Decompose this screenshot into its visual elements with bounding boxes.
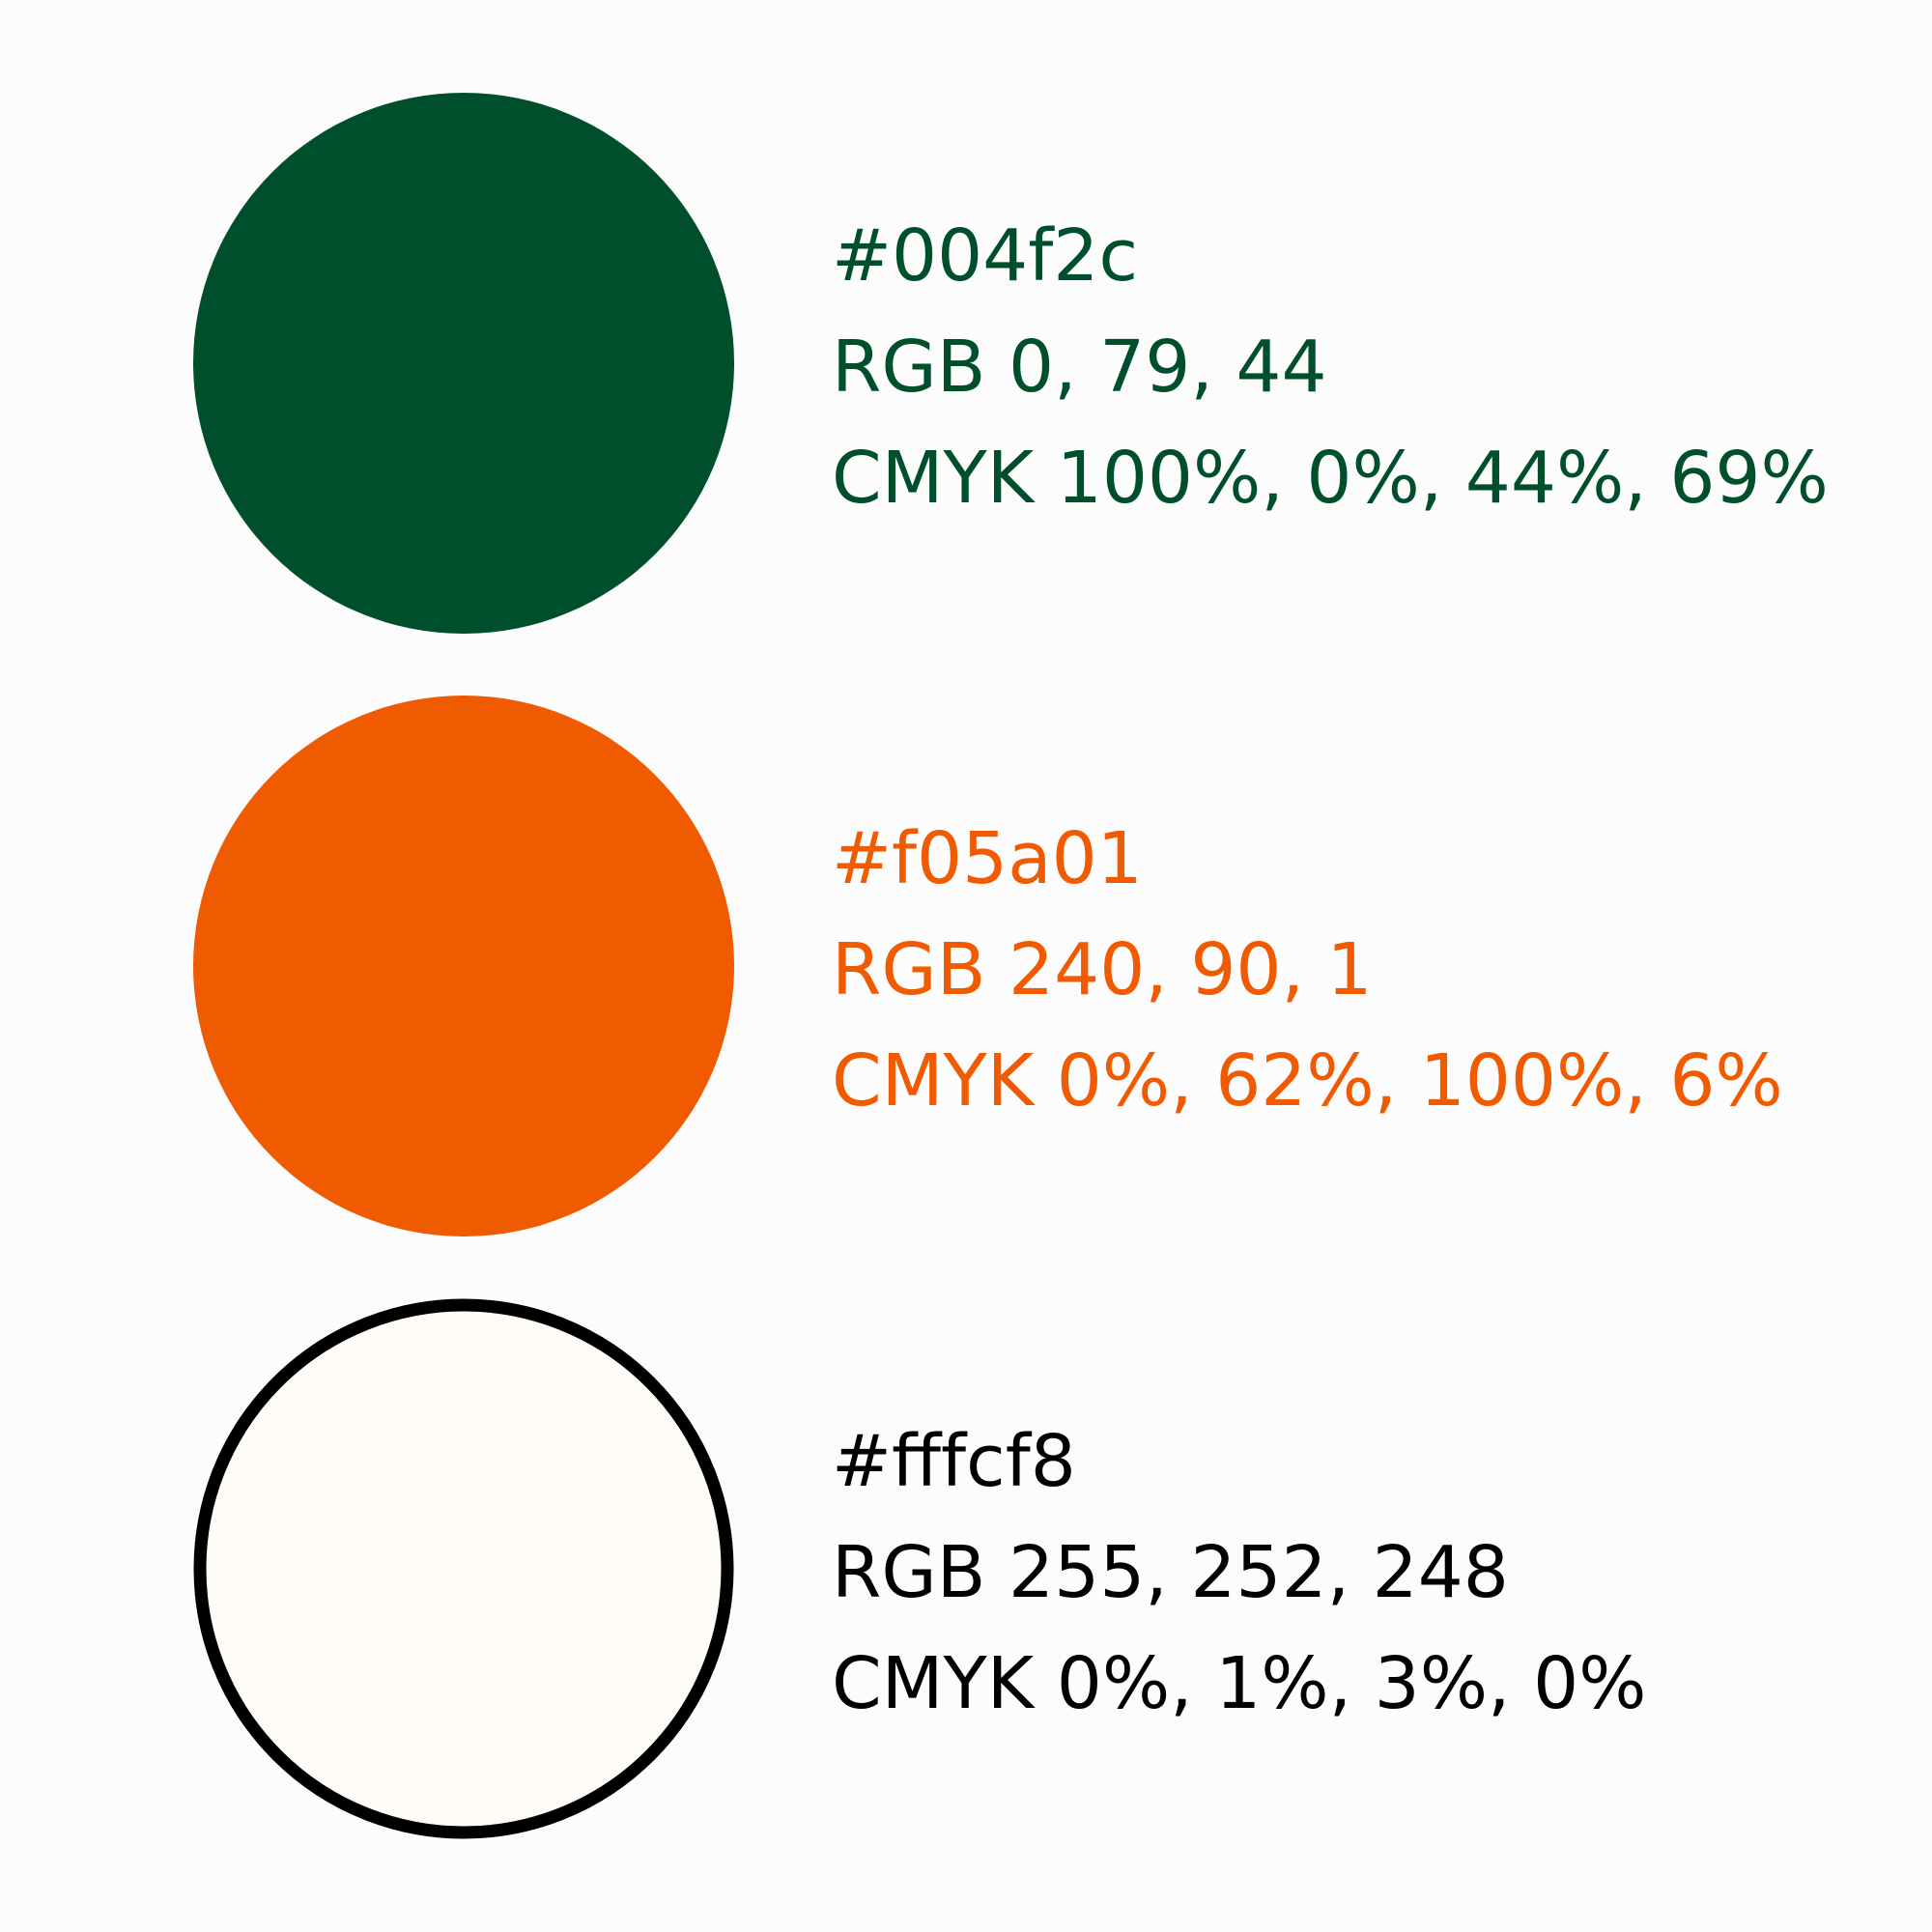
rgb-values: RGB 0, 79, 44 [832, 326, 1327, 409]
color-swatch [193, 93, 734, 634]
hex-code: #004f2c [832, 214, 1138, 298]
hex-code: #f05a01 [832, 817, 1143, 900]
hex-code: #fffcf8 [832, 1420, 1076, 1503]
rgb-values: RGB 255, 252, 248 [832, 1531, 1509, 1614]
color-swatch [193, 696, 734, 1236]
cmyk-values: CMYK 0%, 1%, 3%, 0% [832, 1642, 1646, 1725]
cmyk-values: CMYK 0%, 62%, 100%, 6% [832, 1039, 1783, 1122]
color-swatch [193, 1298, 734, 1839]
cmyk-values: CMYK 100%, 0%, 44%, 69% [832, 437, 1829, 520]
rgb-values: RGB 240, 90, 1 [832, 928, 1373, 1011]
